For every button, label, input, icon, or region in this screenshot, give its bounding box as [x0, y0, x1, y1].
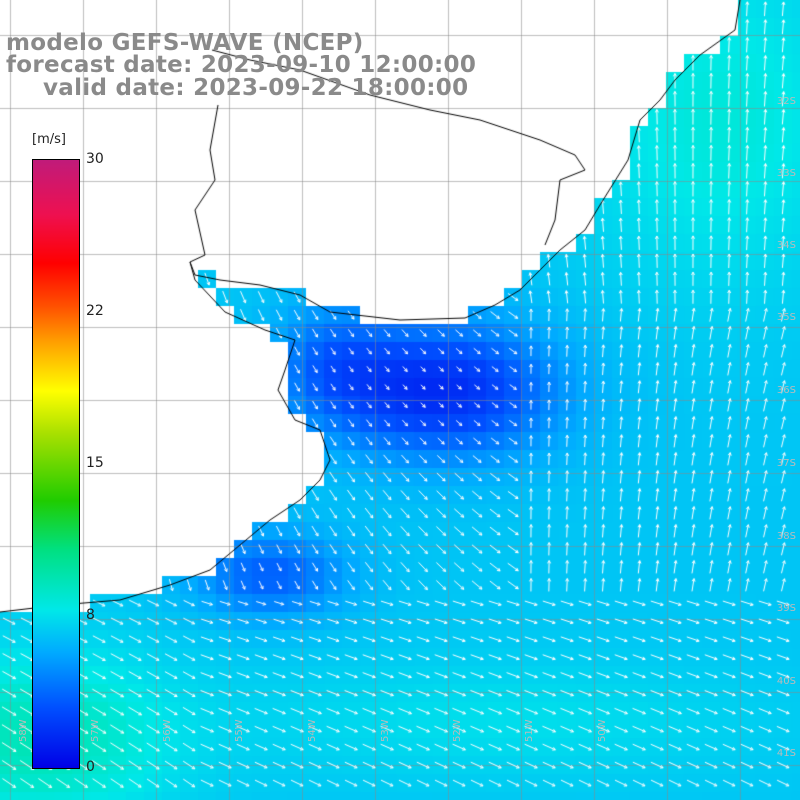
forecast-date: forecast date: 2023-09-10 12:00:00 [6, 52, 477, 78]
model-title: modelo GEFS-WAVE (NCEP) [6, 30, 364, 56]
lon-label-53w: 53W [380, 719, 391, 742]
lon-label-57w: 57W [90, 719, 101, 742]
lat-label-32s: 32S [776, 96, 796, 107]
lat-label-41s: 41S [776, 748, 796, 759]
lon-label-58w: 58W [18, 719, 29, 742]
lon-label-51w: 51W [524, 719, 535, 742]
colorbar-tick-30: 30 [86, 151, 104, 167]
colorbar-unit: [m/s] [32, 132, 66, 147]
lat-label-34s: 34S [776, 240, 796, 251]
lat-label-33s: 33S [776, 168, 796, 179]
valid-date: valid date: 2023-09-22 18:00:00 [43, 75, 469, 101]
lon-label-56w: 56W [162, 719, 173, 742]
lat-label-38s: 38S [776, 531, 796, 542]
lon-label-55w: 55W [234, 719, 245, 742]
lon-label-50w: 50W [597, 719, 608, 742]
colorbar-tick-8: 8 [86, 607, 95, 623]
lon-label-54w: 54W [307, 719, 318, 742]
colorbar [32, 159, 80, 769]
colorbar-tick-15: 15 [86, 455, 104, 471]
lat-label-35s: 35S [776, 312, 796, 323]
lat-label-37s: 37S [776, 458, 796, 469]
lat-label-39s: 39S [776, 603, 796, 614]
lat-label-40s: 40S [776, 676, 796, 687]
lat-label-36s: 36S [776, 385, 796, 396]
colorbar-tick-0: 0 [86, 759, 95, 775]
lon-label-52w: 52W [452, 719, 463, 742]
colorbar-tick-22: 22 [86, 303, 104, 319]
